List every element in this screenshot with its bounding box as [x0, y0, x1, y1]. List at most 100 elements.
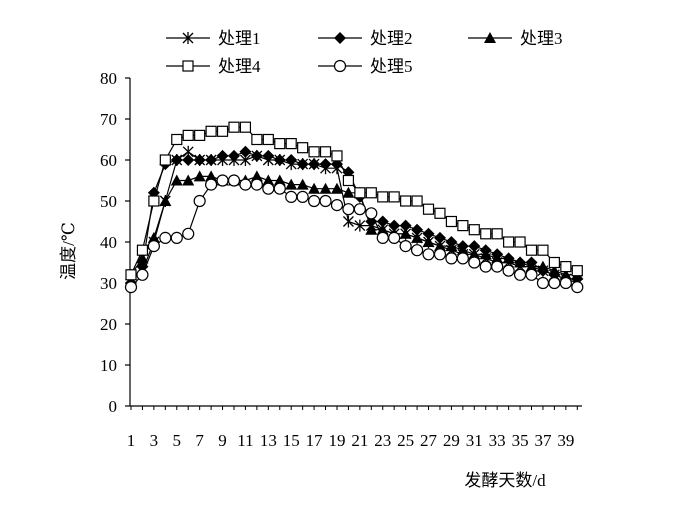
data-point [193, 154, 206, 166]
legend-marker [333, 59, 347, 73]
data-point [479, 260, 492, 273]
data-point [262, 149, 275, 162]
data-point [468, 224, 480, 236]
y-tick-label: 20 [100, 315, 117, 334]
data-point [559, 276, 572, 290]
x-tick-label: 9 [218, 431, 227, 450]
data-point [525, 268, 538, 281]
data-point [422, 227, 435, 240]
data-point [354, 219, 366, 232]
legend-item-3: 处理3 [468, 29, 563, 48]
data-point [422, 203, 435, 215]
data-point [377, 191, 389, 203]
data-point [525, 244, 538, 256]
data-point [514, 236, 526, 248]
data-point [319, 146, 332, 158]
data-point [274, 138, 286, 150]
data-point [560, 261, 572, 273]
data-point [193, 194, 206, 208]
data-point [491, 228, 503, 240]
data-point [296, 178, 309, 190]
data-point [308, 158, 321, 171]
x-tick-label: 5 [173, 431, 182, 450]
data-point [319, 158, 332, 171]
data-point [273, 154, 286, 166]
data-point [491, 252, 504, 264]
y-tick-label: 30 [100, 274, 117, 293]
data-point [205, 154, 218, 166]
legend-marker [334, 32, 346, 44]
data-point [250, 170, 263, 182]
data-point [479, 248, 492, 260]
data-point [331, 150, 343, 162]
y-tick-label: 50 [100, 192, 117, 211]
y-tick-label: 0 [109, 397, 118, 416]
data-point [571, 265, 583, 277]
data-point [342, 186, 355, 198]
x-tick-label: 31 [466, 431, 483, 450]
data-point [468, 240, 481, 253]
data-point [456, 252, 469, 265]
data-point [147, 231, 160, 243]
data-point [251, 133, 263, 146]
legend-item-1: 处理1 [166, 29, 261, 48]
data-point [571, 281, 584, 294]
series-4 [125, 121, 583, 281]
data-point [194, 129, 206, 141]
data-point [513, 268, 527, 281]
data-point [250, 149, 263, 162]
data-point [388, 219, 401, 232]
legend-marker [182, 32, 194, 44]
data-point [502, 264, 515, 277]
legend-marker [182, 60, 194, 72]
data-point [227, 174, 241, 187]
data-point [457, 220, 469, 232]
data-point [445, 240, 458, 252]
data-point [239, 121, 252, 133]
data-point [399, 240, 412, 253]
data-point [400, 195, 412, 207]
data-point [548, 276, 561, 290]
data-point [410, 244, 424, 257]
data-point [354, 187, 366, 199]
series-5 [124, 174, 584, 294]
x-axis-label: 发酵天数/d [464, 471, 546, 490]
data-point [182, 154, 195, 166]
data-point [285, 190, 298, 203]
x-tick-label: 11 [237, 431, 253, 450]
data-point [297, 142, 309, 154]
data-point [399, 219, 412, 232]
x-tick-label: 15 [283, 431, 300, 450]
data-point [422, 248, 435, 261]
data-point [262, 133, 274, 146]
x-tick-label: 13 [260, 431, 277, 450]
y-tick-label: 70 [100, 110, 117, 129]
x-tick-label: 33 [489, 431, 506, 450]
data-point [170, 154, 183, 166]
legend-label: 处理3 [520, 29, 563, 48]
data-point [147, 240, 160, 253]
data-point [296, 190, 309, 203]
x-tick-label: 37 [534, 431, 552, 450]
legend-label: 处理4 [218, 57, 261, 76]
data-point [182, 129, 194, 141]
series-line [130, 126, 578, 276]
data-point [388, 191, 400, 203]
data-point [216, 174, 229, 187]
data-point [307, 194, 321, 208]
data-point [376, 231, 389, 244]
data-point [480, 228, 492, 240]
x-tick-label: 25 [397, 431, 414, 450]
data-point [262, 174, 275, 186]
data-point [433, 248, 447, 261]
data-point [216, 149, 229, 162]
data-point [491, 260, 504, 273]
y-tick-label: 80 [100, 69, 117, 88]
data-point [330, 182, 343, 194]
data-point [308, 146, 320, 158]
data-point [319, 194, 332, 208]
data-point [411, 231, 424, 243]
x-tick-label: 1 [127, 431, 136, 450]
